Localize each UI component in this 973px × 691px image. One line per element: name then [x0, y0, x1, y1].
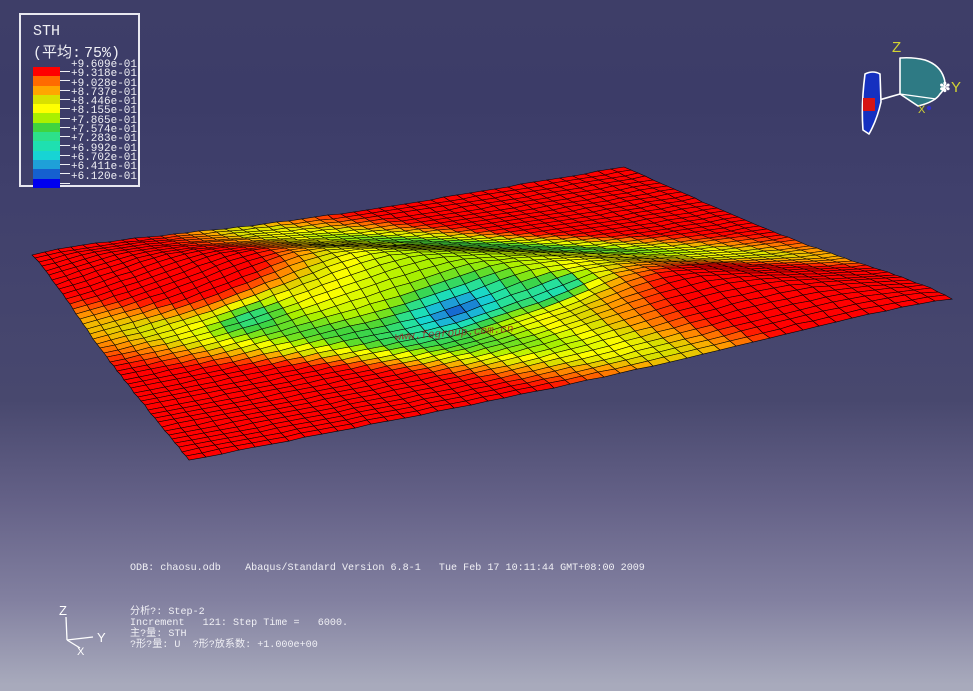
svg-text:Y: Y — [951, 79, 961, 96]
svg-text:Y: Y — [97, 630, 106, 645]
svg-text:✽: ✽ — [939, 79, 951, 95]
svg-text:X: X — [918, 104, 926, 116]
svg-text:X: X — [77, 646, 85, 655]
svg-text:Z: Z — [59, 603, 67, 618]
svg-text:Z: Z — [892, 40, 901, 56]
